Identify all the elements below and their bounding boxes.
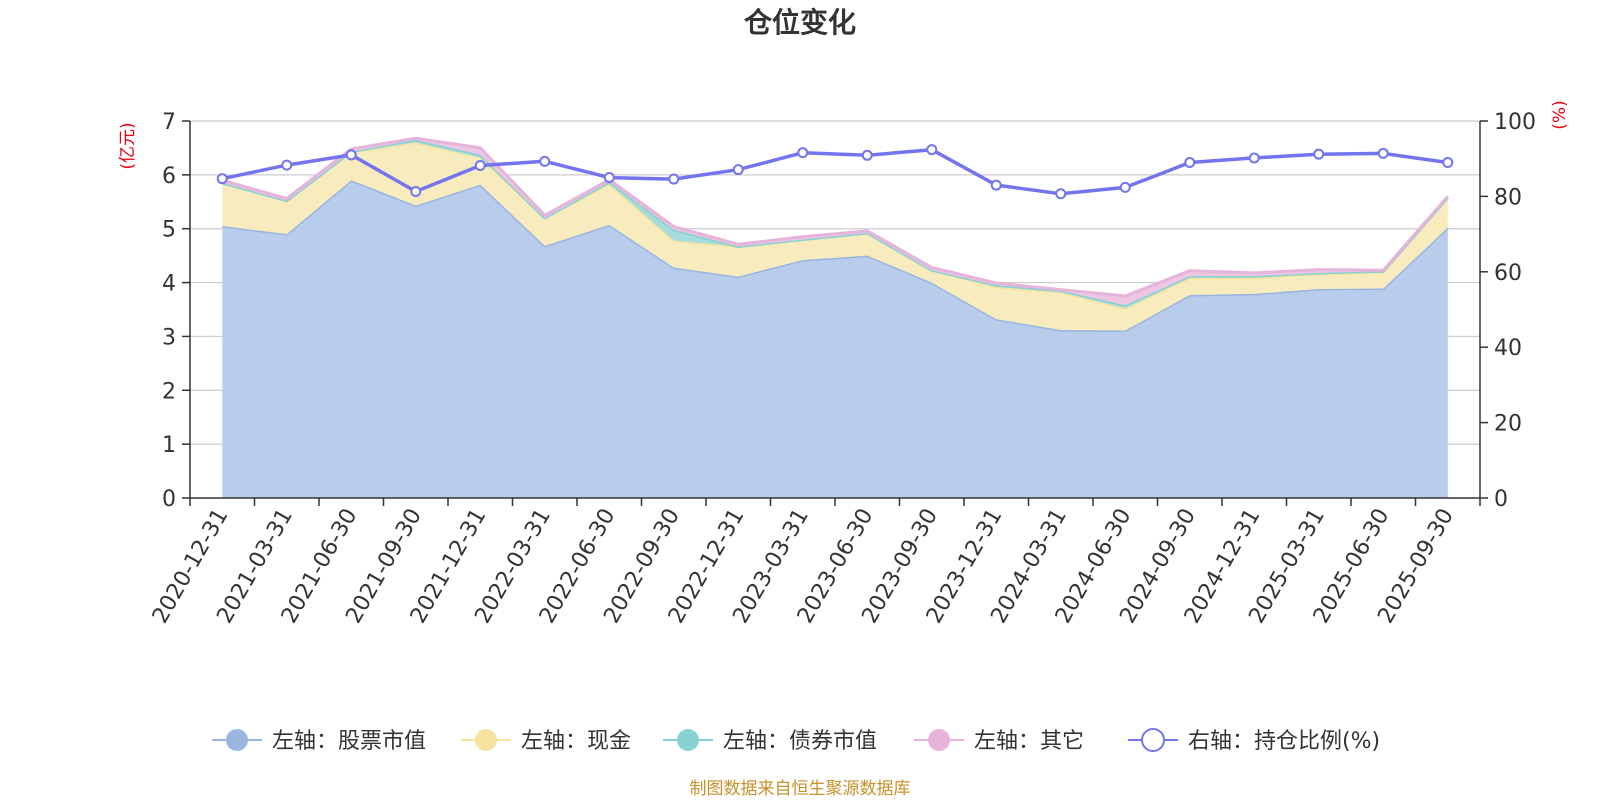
ratio-point — [281, 159, 293, 171]
right-axis-unit: (%) — [1550, 100, 1570, 129]
legend-label: 左轴：其它 — [974, 729, 1084, 754]
ratio-line — [221, 147, 1449, 196]
ratio-point — [539, 155, 551, 167]
right-tick-label: 20 — [1494, 412, 1522, 437]
left-axis-unit: (亿元) — [118, 122, 138, 169]
ratio-point — [1055, 188, 1067, 200]
right-tick-label: 60 — [1494, 261, 1522, 286]
legend-item-3: 左轴：债券市值 — [663, 729, 877, 754]
right-tick-label: 80 — [1494, 185, 1522, 210]
right-tick-label: 100 — [1494, 110, 1536, 135]
legend-item-4: 左轴：其它 — [914, 729, 1084, 754]
ratio-point — [1184, 156, 1196, 168]
holding-ratio-line — [216, 144, 1454, 200]
legend-item-5: 右轴：持仓比例(%) — [1128, 728, 1380, 754]
area-series-1 — [222, 180, 1448, 498]
legend-item-2: 左轴：现金 — [461, 729, 631, 754]
data-source: 制图数据来自恒生聚源数据库 — [690, 779, 911, 799]
legend-marker — [475, 729, 497, 751]
legend: 左轴：股票市值 左轴：现金 左轴：债券市值 左轴：其它 右轴：持仓比例(%) — [212, 728, 1380, 754]
legend-marker — [677, 729, 699, 751]
ratio-point — [474, 159, 486, 171]
legend-label: 左轴：股票市值 — [272, 729, 426, 754]
ratio-point — [861, 149, 873, 161]
legend-label: 左轴：债券市值 — [723, 729, 877, 754]
legend-marker — [226, 729, 248, 751]
ratio-point — [1442, 156, 1454, 168]
right-tick-label: 40 — [1494, 336, 1522, 361]
ratio-point — [345, 149, 357, 161]
area-edge-series-4 — [221, 136, 1449, 298]
ratio-point — [1119, 181, 1131, 193]
left-tick-label: 7 — [162, 110, 176, 135]
ratio-point — [732, 164, 744, 176]
legend-item-1: 左轴：股票市值 — [212, 729, 426, 754]
ratio-point — [668, 173, 680, 185]
ratio-point — [926, 144, 938, 156]
ratio-point — [1313, 148, 1325, 160]
ratio-point — [1377, 147, 1389, 159]
left-tick-label: 2 — [162, 379, 176, 404]
ratio-point — [990, 179, 1002, 191]
ratio-point — [1248, 152, 1260, 164]
legend-label: 左轴：现金 — [521, 729, 631, 754]
left-tick-label: 6 — [162, 164, 176, 189]
left-tick-label: 0 — [162, 487, 176, 512]
right-tick-label: 0 — [1494, 487, 1508, 512]
ratio-point — [797, 147, 809, 159]
stacked-areas — [221, 136, 1449, 498]
legend-marker — [1141, 728, 1165, 752]
left-tick-label: 3 — [162, 325, 176, 350]
left-tick-label: 1 — [162, 433, 176, 458]
left-tick-label: 4 — [162, 272, 176, 297]
ratio-point — [410, 185, 422, 197]
legend-label: 右轴：持仓比例(%) — [1188, 729, 1380, 754]
left-tick-label: 5 — [162, 218, 176, 243]
chart-title: 仓位变化 — [744, 6, 856, 39]
legend-marker — [928, 729, 950, 751]
ratio-point — [603, 172, 615, 184]
ratio-point — [216, 173, 228, 185]
